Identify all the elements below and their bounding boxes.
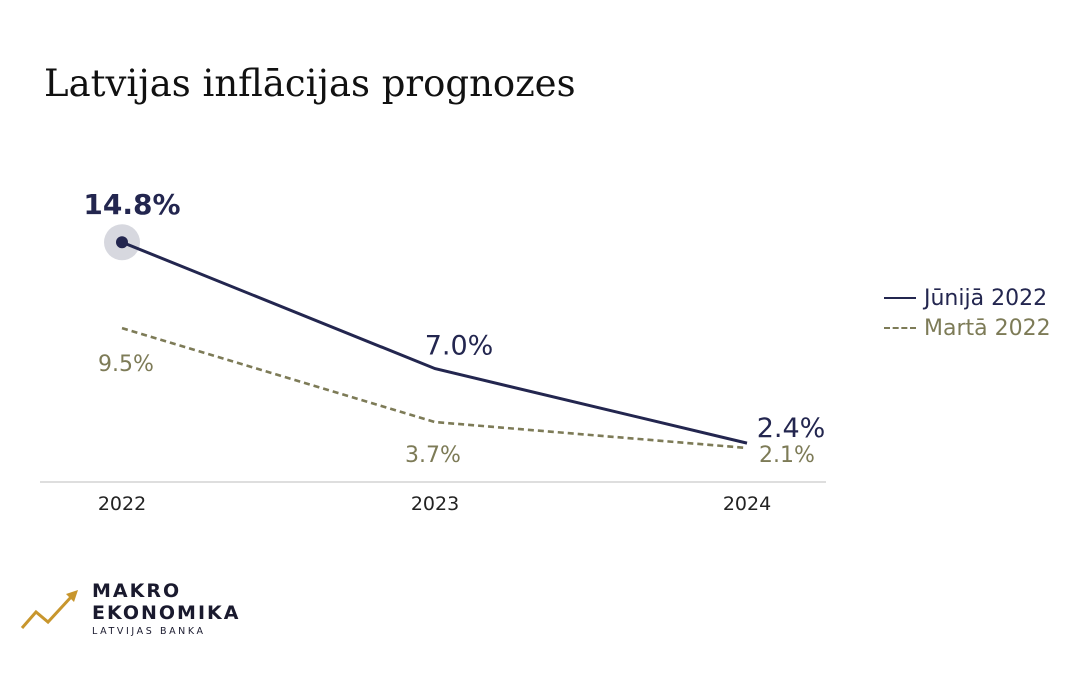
- logo-text-ekonomika: EKONOMIKA: [92, 602, 241, 624]
- data-point-june-2022: [116, 236, 128, 249]
- x-tick-label-2024: 2024: [723, 493, 771, 515]
- logo-text-latvijas-banka: LATVIJAS BANKA: [92, 626, 206, 637]
- series-line-june: [121, 240, 748, 445]
- data-label-march-2022: 9.5%: [98, 352, 154, 377]
- legend-line-june: [884, 297, 916, 299]
- legend-label-june: Jūnijā 2022: [924, 285, 1048, 311]
- legend: Jūnijā 2022 Martā 2022: [884, 283, 1051, 343]
- data-label-june-2023: 7.0%: [425, 331, 494, 362]
- data-label-june-2024: 2.4%: [757, 413, 826, 444]
- legend-label-march: Martā 2022: [924, 315, 1051, 341]
- legend-item-march[interactable]: Martā 2022: [884, 313, 1051, 343]
- data-label-march-2024: 2.1%: [759, 443, 815, 468]
- logo-text-makro: MAKRO: [92, 580, 182, 602]
- legend-line-march: [884, 327, 916, 329]
- legend-item-june[interactable]: Jūnijā 2022: [884, 283, 1051, 313]
- trend-arrow-icon: [20, 590, 78, 629]
- data-label-march-2023: 3.7%: [405, 443, 461, 468]
- x-tick-label-2022: 2022: [98, 493, 146, 515]
- x-tick-label-2023: 2023: [411, 493, 459, 515]
- data-label-june-2022: 14.8%: [83, 188, 180, 221]
- series-line-march: [121, 326, 748, 450]
- chart-title: Latvijas inflācijas prognozes: [44, 62, 576, 105]
